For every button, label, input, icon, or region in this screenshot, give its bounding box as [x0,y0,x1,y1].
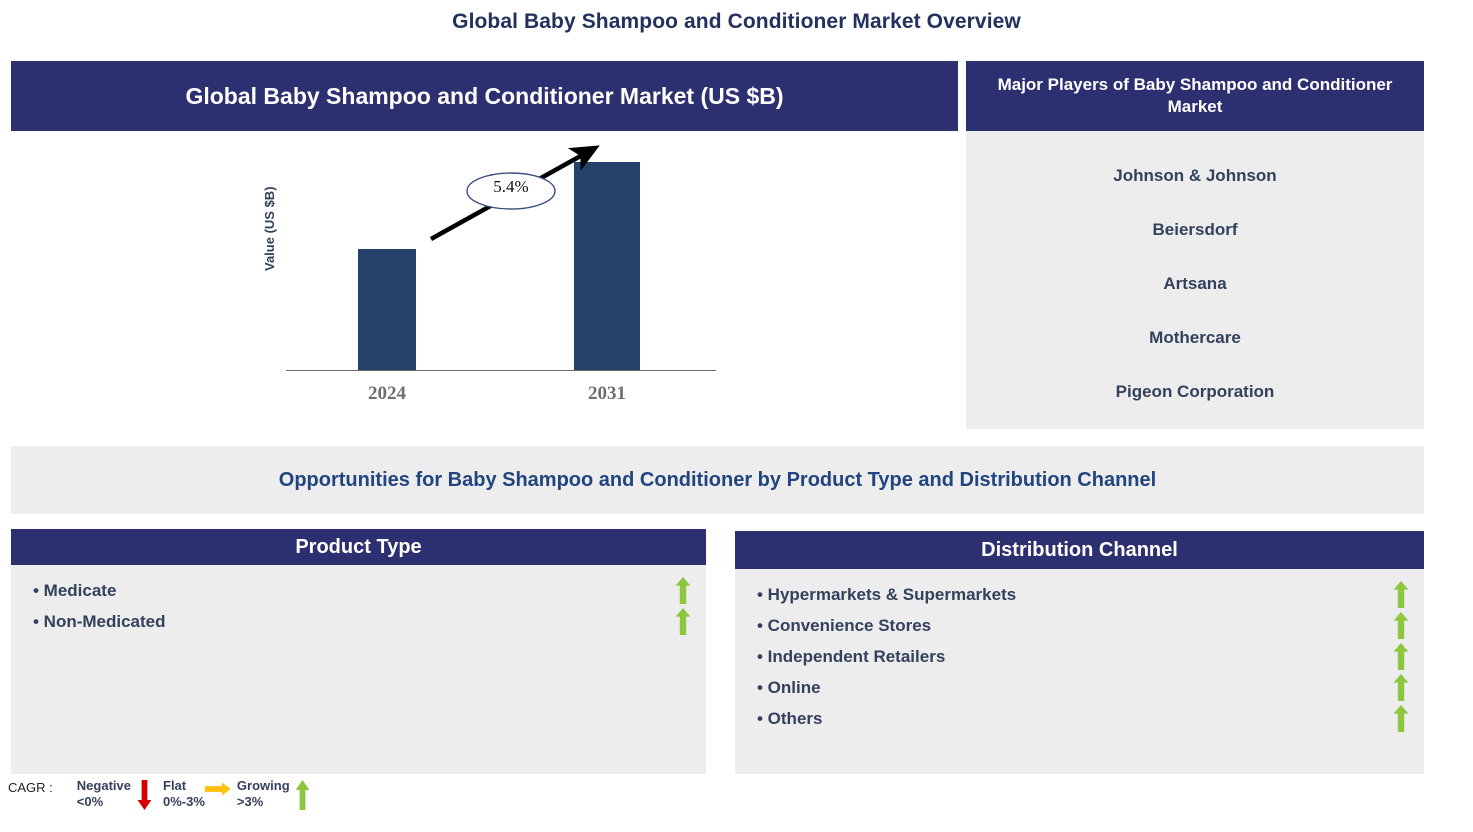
distribution-channel-list: • Hypermarkets & Supermarkets • Convenie… [735,569,1424,774]
legend-name-flat: Flat [163,778,187,793]
bar-2031 [574,162,640,371]
cagr-value-label: 5.4% [493,177,529,196]
list-item: Mothercare [1149,328,1241,347]
distribution-channel-label: • Online [757,677,821,697]
opportunities-banner: Opportunities for Baby Shampoo and Condi… [11,446,1424,514]
x-axis-tick-2024: 2024 [368,383,406,404]
distribution-channel-header: Distribution Channel [735,531,1424,569]
list-item: • Hypermarkets & Supermarkets [735,579,1424,610]
opportunities-title: Opportunities for Baby Shampoo and Condi… [278,468,1157,491]
arrow-up-icon [1378,612,1424,639]
list-item: • Independent Retailers [735,641,1424,672]
cagr-growth-arrow [429,145,600,241]
list-item: • Online [735,672,1424,703]
page-title: Global Baby Shampoo and Conditioner Mark… [452,10,1021,33]
product-type-panel: Product Type • Medicate • Non-Medicated [11,529,706,774]
market-bar-chart: Value (US $B) 2024 2031 5.4% Source : Lu… [11,131,958,495]
list-item: • Others [735,703,1424,734]
arrow-right-icon [204,778,231,798]
arrow-up-icon [660,577,706,604]
legend-entry-negative: Negative <0% [77,778,157,811]
arrow-up-icon [290,778,316,810]
list-item: Artsana [1163,274,1227,293]
product-type-header: Product Type [11,529,706,565]
distribution-channel-panel: Distribution Channel • Hypermarkets & Su… [735,531,1424,774]
major-players-list: Johnson & Johnson Beiersdorf Artsana Mot… [966,131,1424,429]
product-type-label: • Non-Medicated [33,611,166,631]
list-item: Beiersdorf [1152,220,1238,239]
chart-y-axis-label: Value (US $B) [262,186,277,271]
legend-name-growing: Growing [236,778,290,793]
major-players-header: Major Players of Baby Shampoo and Condit… [966,61,1424,131]
list-item: • Medicate [11,575,706,606]
arrow-up-icon [1378,674,1424,701]
arrow-up-icon [1378,705,1424,732]
arrow-up-icon [1378,643,1424,670]
bar-2024 [358,249,416,371]
market-chart-header: Global Baby Shampoo and Conditioner Mark… [11,61,958,131]
chart-x-axis-line [286,370,716,371]
distribution-channel-label: • Independent Retailers [757,646,946,666]
legend-range-growing: >3% [236,794,264,810]
market-chart-panel: Global Baby Shampoo and Conditioner Mark… [11,61,958,495]
arrow-up-icon [1378,581,1424,608]
distribution-channel-label: • Others [757,708,823,728]
list-item: • Non-Medicated [11,606,706,637]
arrow-up-icon [660,608,706,635]
legend-entry-flat: Flat 0%-3% [163,778,231,811]
distribution-channel-label: • Hypermarkets & Supermarkets [757,584,1017,604]
x-axis-tick-2031: 2031 [588,383,626,404]
list-item: Johnson & Johnson [1113,166,1277,185]
legend-entry-growing: Growing >3% [237,778,316,811]
list-item: • Convenience Stores [735,610,1424,641]
product-type-list: • Medicate • Non-Medicated [11,565,706,774]
cagr-legend: CAGR : Negative <0% Flat 0%-3% Growing >… [8,778,428,826]
list-item: Pigeon Corporation [1115,382,1275,401]
major-players-panel: Major Players of Baby Shampoo and Condit… [966,61,1424,429]
legend-range-negative: <0% [76,794,104,810]
legend-range-flat: 0%-3% [163,794,205,810]
distribution-channel-label: • Convenience Stores [757,615,932,635]
arrow-down-icon [131,778,157,810]
product-type-label: • Medicate [33,580,117,600]
legend-name-negative: Negative [76,778,131,793]
cagr-legend-title: CAGR : [8,780,53,795]
